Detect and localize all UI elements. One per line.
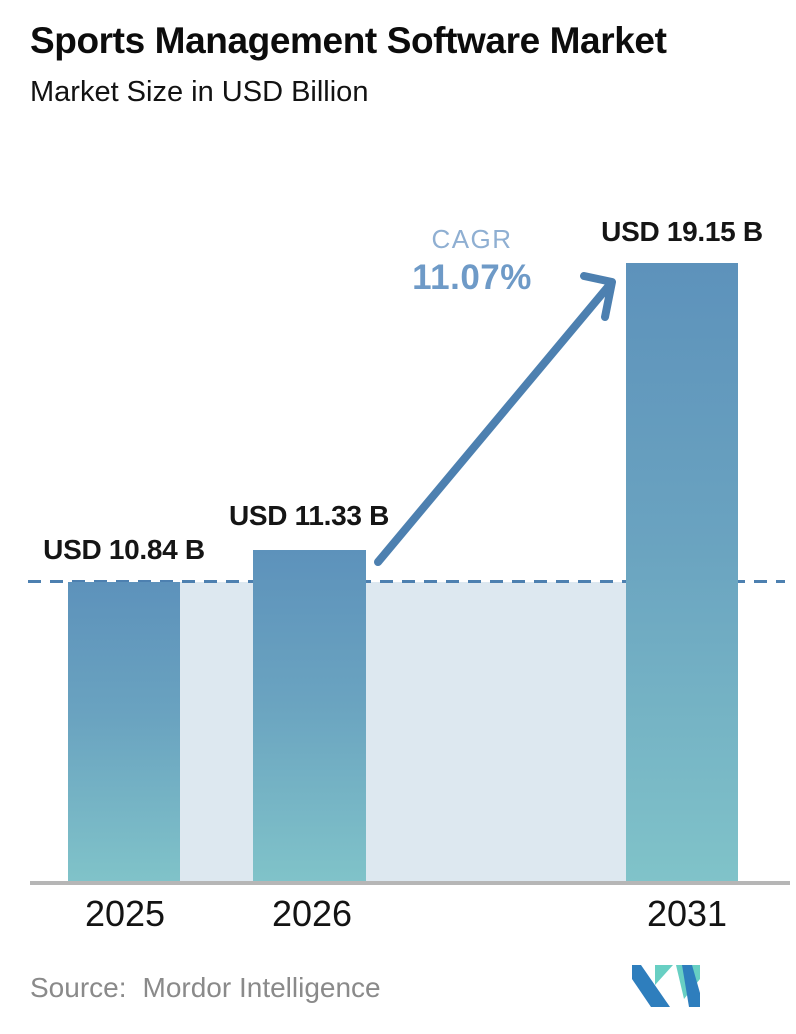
- bar-2026: [253, 550, 366, 882]
- value-label-2031: USD 19.15 B: [601, 216, 763, 247]
- cagr-value: 11.07%: [412, 258, 532, 297]
- x-label-2025: 2025: [84, 893, 166, 934]
- bar-2025: [68, 582, 180, 882]
- x-label-2026: 2026: [271, 893, 353, 934]
- value-label-2026: USD 11.33 B: [228, 500, 390, 531]
- x-axis-line: [30, 881, 790, 885]
- baseline-dashed-line: [28, 580, 785, 583]
- cagr-label: CAGR: [431, 224, 513, 254]
- cagr-annotation: CAGR 11.07%: [372, 224, 572, 298]
- source-value: Mordor Intelligence: [142, 972, 381, 1003]
- page-title: Sports Management Software Market: [30, 20, 667, 61]
- value-label-2025: USD 10.84 B: [43, 534, 205, 565]
- source-line: Source: Mordor Intelligence: [30, 972, 381, 1004]
- source-label: Source:: [30, 972, 127, 1003]
- x-label-2031: 2031: [646, 893, 728, 934]
- bar-2031: [626, 263, 738, 882]
- mordor-intelligence-logo: [632, 965, 700, 1007]
- page-subtitle: Market Size in USD Billion: [30, 76, 369, 108]
